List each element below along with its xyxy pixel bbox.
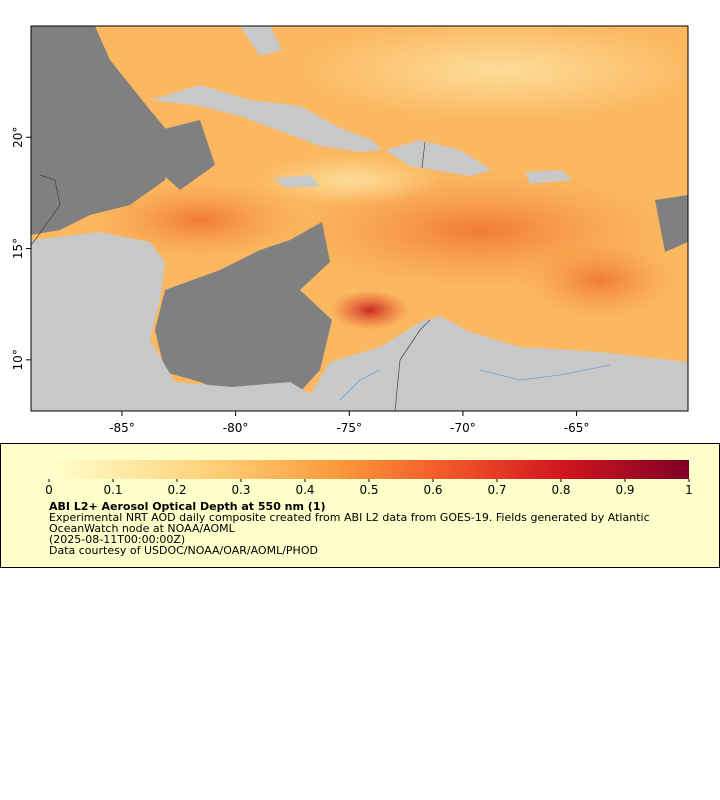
- colorbar-tick-label: 0: [45, 483, 53, 496]
- x-tick-label: -65°: [564, 421, 590, 435]
- colorbar-tick-label: 0.7: [487, 483, 506, 496]
- colorbar-tick-label: 0.9: [615, 483, 634, 496]
- y-tick-label: 15°: [11, 238, 25, 259]
- map-frame: [30, 25, 689, 412]
- x-tick-label: -85°: [109, 421, 135, 435]
- legend-line: Experimental NRT AOD daily composite cre…: [49, 511, 650, 535]
- colorbar-tick-label: 1: [685, 483, 693, 496]
- colorbar: 0 0.1 0.2 0.3 0.4 0.5 0.6 0.7 0.8 0.9 1: [45, 460, 693, 496]
- colorbar-tick-label: 0.2: [167, 483, 186, 496]
- colorbar-tick-label: 0.3: [231, 483, 250, 496]
- map: -85° -80° -75° -70° -65° 10° 15° 20°: [11, 25, 689, 435]
- colorbar-ramp: [49, 460, 689, 479]
- colorbar-tick-label: 0.8: [551, 483, 570, 496]
- x-tick-label: -70°: [450, 421, 476, 435]
- legend: 0 0.1 0.2 0.3 0.4 0.5 0.6 0.7 0.8 0.9 1 ABI L2+ Ae…: [0, 443, 720, 568]
- colorbar-tick-label: 0.6: [423, 483, 442, 496]
- x-tick-label: -75°: [336, 421, 362, 435]
- legend-line: (2025-08-11T00:00:00Z): [49, 533, 186, 546]
- y-tick-label: 10°: [11, 349, 25, 370]
- map-field: [31, 26, 688, 411]
- legend-title: ABI L2+ Aerosol Optical Depth at 550 nm …: [49, 500, 326, 513]
- legend-line: Data courtesy of USDOC/NOAA/OAR/AOML/PHO…: [49, 544, 318, 557]
- legend-text: ABI L2+ Aerosol Optical Depth at 550 nm …: [49, 501, 679, 556]
- colorbar-tick-label: 0.4: [295, 483, 314, 496]
- colorbar-tick-label: 0.5: [359, 483, 378, 496]
- y-tick-label: 20°: [11, 127, 25, 148]
- x-tick-label: -80°: [223, 421, 249, 435]
- colorbar-tick-label: 0.1: [103, 483, 122, 496]
